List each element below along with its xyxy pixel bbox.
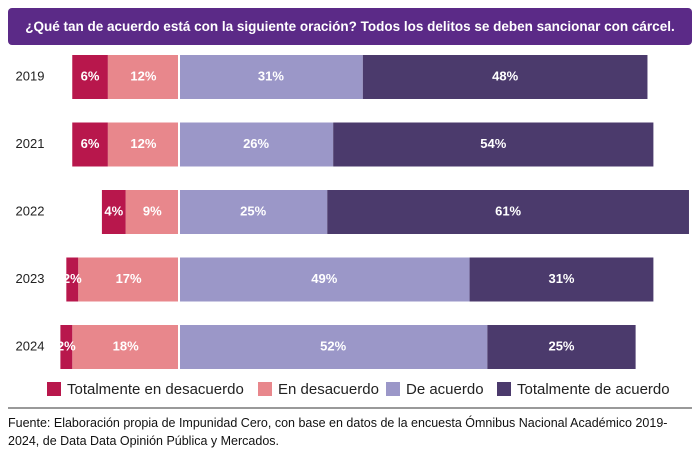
y-tick-label: 2019 bbox=[16, 68, 45, 83]
y-tick-label: 2023 bbox=[16, 271, 45, 286]
bar-segment bbox=[362, 55, 648, 99]
data-label: 31% bbox=[548, 271, 574, 286]
data-label: 25% bbox=[240, 203, 266, 218]
data-label: 17% bbox=[116, 271, 142, 286]
bar-segment bbox=[179, 257, 470, 302]
bar-segment bbox=[107, 122, 179, 167]
data-label: 52% bbox=[320, 338, 346, 353]
data-label: 54% bbox=[480, 136, 506, 151]
data-label: 12% bbox=[130, 136, 156, 151]
bar-segment bbox=[179, 325, 488, 369]
bar-segment bbox=[333, 122, 654, 167]
data-label: 2% bbox=[63, 271, 82, 286]
data-label: 12% bbox=[130, 68, 156, 83]
data-label: 6% bbox=[81, 136, 100, 151]
data-label: 31% bbox=[258, 68, 284, 83]
data-label: 48% bbox=[492, 68, 518, 83]
data-label: 26% bbox=[243, 136, 269, 151]
bar-segment bbox=[179, 190, 328, 234]
data-label: 9% bbox=[143, 203, 162, 218]
bar-segment bbox=[179, 122, 334, 167]
data-label: 6% bbox=[81, 68, 100, 83]
data-label: 25% bbox=[548, 338, 574, 353]
source-note: Fuente: Elaboración propia de Impunidad … bbox=[8, 416, 668, 448]
legend-swatch bbox=[497, 382, 511, 396]
y-tick-label: 2024 bbox=[16, 338, 45, 353]
data-label: 49% bbox=[311, 271, 337, 286]
bar-segment bbox=[179, 55, 363, 99]
data-label: 18% bbox=[113, 338, 139, 353]
bar-segment bbox=[72, 122, 108, 167]
bar-segment bbox=[101, 190, 126, 234]
data-label: 2% bbox=[57, 338, 76, 353]
y-tick-label: 2021 bbox=[16, 136, 45, 151]
chart-title: ¿Qué tan de acuerdo está con la siguient… bbox=[8, 8, 692, 45]
bar-segment bbox=[469, 257, 654, 302]
data-label: 61% bbox=[495, 203, 521, 218]
legend-swatch bbox=[386, 382, 400, 396]
legend-label: Totalmente de acuerdo bbox=[517, 381, 670, 398]
bar-segment bbox=[72, 325, 179, 369]
legend-label: En desacuerdo bbox=[278, 381, 379, 398]
y-tick-label: 2022 bbox=[16, 203, 45, 218]
bar-segment bbox=[107, 55, 179, 99]
legend-swatch bbox=[47, 382, 61, 396]
bar-segment bbox=[60, 325, 73, 369]
data-label: 4% bbox=[104, 203, 123, 218]
bar-segment bbox=[125, 190, 179, 234]
legend-swatch bbox=[258, 382, 272, 396]
bar-segment bbox=[487, 325, 636, 369]
legend-label: De acuerdo bbox=[406, 381, 484, 398]
bar-segment bbox=[66, 257, 79, 302]
bar-segment bbox=[327, 190, 689, 234]
bar-segment bbox=[78, 257, 179, 302]
bar-segment bbox=[72, 55, 108, 99]
legend-label: Totalmente en desacuerdo bbox=[67, 381, 244, 398]
